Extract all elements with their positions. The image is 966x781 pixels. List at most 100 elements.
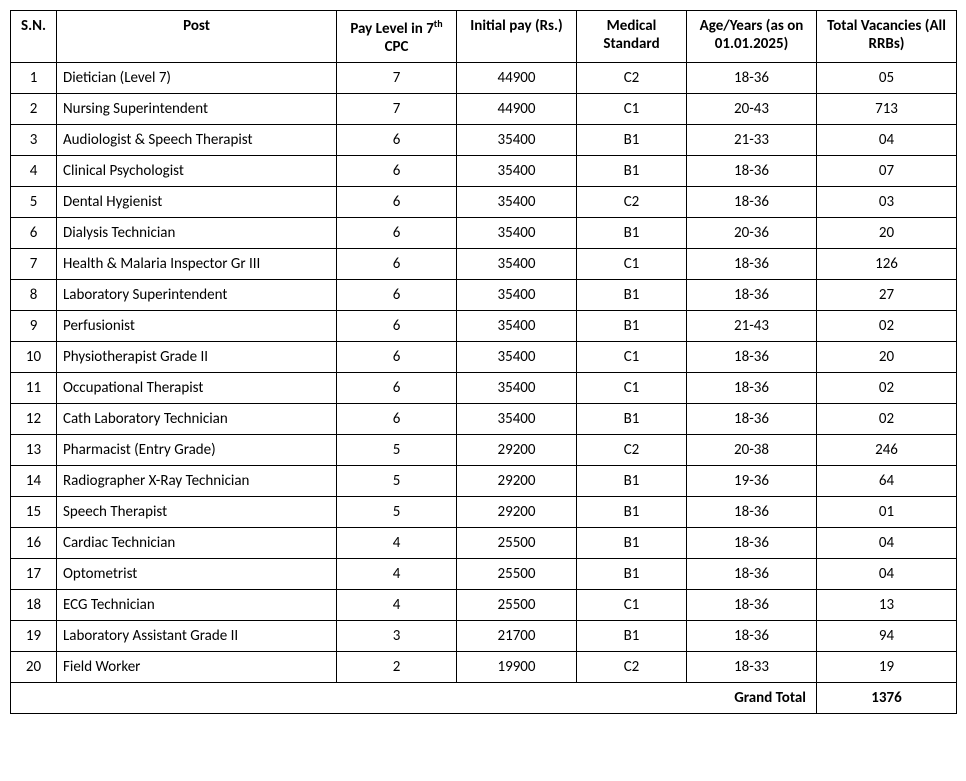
cell-sn: 15 — [11, 497, 57, 528]
cell-vac: 04 — [817, 528, 957, 559]
cell-sn: 19 — [11, 621, 57, 652]
cell-vac: 19 — [817, 652, 957, 683]
cell-init: 44900 — [457, 94, 577, 125]
cell-sn: 11 — [11, 373, 57, 404]
cell-init: 35400 — [457, 187, 577, 218]
table-row: 19Laboratory Assistant Grade II321700B11… — [11, 621, 957, 652]
cell-sn: 1 — [11, 63, 57, 94]
table-row: 14Radiographer X-Ray Technician529200B11… — [11, 466, 957, 497]
cell-init: 21700 — [457, 621, 577, 652]
col-post: Post — [57, 11, 337, 63]
cell-post: Cardiac Technician — [57, 528, 337, 559]
cell-init: 29200 — [457, 466, 577, 497]
cell-age: 18-36 — [687, 373, 817, 404]
cell-sn: 12 — [11, 404, 57, 435]
cell-post: Radiographer X-Ray Technician — [57, 466, 337, 497]
grand-total-row: Grand Total 1376 — [11, 683, 957, 714]
cell-age: 18-36 — [687, 404, 817, 435]
cell-age: 20-43 — [687, 94, 817, 125]
cell-med: B1 — [577, 311, 687, 342]
cell-age: 18-36 — [687, 497, 817, 528]
cell-med: B1 — [577, 497, 687, 528]
table-body: 1Dietician (Level 7)744900C218-36052Nurs… — [11, 63, 957, 683]
cell-pay: 6 — [337, 156, 457, 187]
col-initial-pay: Initial pay (Rs.) — [457, 11, 577, 63]
cell-vac: 01 — [817, 497, 957, 528]
cell-sn: 17 — [11, 559, 57, 590]
cell-pay: 4 — [337, 559, 457, 590]
grand-total-value: 1376 — [817, 683, 957, 714]
cell-post: Laboratory Assistant Grade II — [57, 621, 337, 652]
cell-pay: 6 — [337, 218, 457, 249]
cell-init: 35400 — [457, 373, 577, 404]
cell-age: 18-36 — [687, 559, 817, 590]
cell-vac: 02 — [817, 404, 957, 435]
col-sn: S.N. — [11, 11, 57, 63]
cell-vac: 713 — [817, 94, 957, 125]
cell-post: Occupational Therapist — [57, 373, 337, 404]
table-row: 4Clinical Psychologist635400B118-3607 — [11, 156, 957, 187]
cell-init: 35400 — [457, 404, 577, 435]
cell-init: 35400 — [457, 156, 577, 187]
cell-age: 18-36 — [687, 187, 817, 218]
pay-level-pre: Pay Level in 7 — [350, 20, 433, 38]
cell-age: 18-36 — [687, 621, 817, 652]
cell-post: Pharmacist (Entry Grade) — [57, 435, 337, 466]
cell-post: Nursing Superintendent — [57, 94, 337, 125]
col-vacancies: Total Vacancies (All RRBs) — [817, 11, 957, 63]
cell-med: B1 — [577, 621, 687, 652]
table-row: 3Audiologist & Speech Therapist635400B12… — [11, 125, 957, 156]
cell-med: C1 — [577, 590, 687, 621]
cell-med: B1 — [577, 559, 687, 590]
cell-med: C1 — [577, 249, 687, 280]
cell-age: 18-36 — [687, 528, 817, 559]
cell-vac: 13 — [817, 590, 957, 621]
table-row: 1Dietician (Level 7)744900C218-3605 — [11, 63, 957, 94]
cell-pay: 7 — [337, 63, 457, 94]
col-medical: Medical Standard — [577, 11, 687, 63]
cell-vac: 02 — [817, 373, 957, 404]
cell-pay: 6 — [337, 187, 457, 218]
cell-vac: 246 — [817, 435, 957, 466]
cell-sn: 2 — [11, 94, 57, 125]
cell-sn: 13 — [11, 435, 57, 466]
cell-sn: 16 — [11, 528, 57, 559]
cell-post: Health & Malaria Inspector Gr III — [57, 249, 337, 280]
table-row: 12Cath Laboratory Technician635400B118-3… — [11, 404, 957, 435]
cell-age: 18-36 — [687, 249, 817, 280]
cell-pay: 5 — [337, 435, 457, 466]
table-row: 10Physiotherapist Grade II635400C118-362… — [11, 342, 957, 373]
cell-init: 35400 — [457, 125, 577, 156]
cell-pay: 4 — [337, 528, 457, 559]
cell-post: Audiologist & Speech Therapist — [57, 125, 337, 156]
col-age: Age/Years (as on 01.01.2025) — [687, 11, 817, 63]
cell-init: 35400 — [457, 249, 577, 280]
cell-post: Dietician (Level 7) — [57, 63, 337, 94]
cell-pay: 6 — [337, 373, 457, 404]
table-row: 2Nursing Superintendent744900C120-43713 — [11, 94, 957, 125]
cell-post: Cath Laboratory Technician — [57, 404, 337, 435]
cell-vac: 126 — [817, 249, 957, 280]
cell-post: ECG Technician — [57, 590, 337, 621]
cell-age: 21-43 — [687, 311, 817, 342]
cell-sn: 9 — [11, 311, 57, 342]
cell-vac: 20 — [817, 342, 957, 373]
cell-init: 25500 — [457, 559, 577, 590]
cell-pay: 5 — [337, 466, 457, 497]
cell-pay: 6 — [337, 404, 457, 435]
table-row: 11Occupational Therapist635400C118-3602 — [11, 373, 957, 404]
cell-vac: 03 — [817, 187, 957, 218]
cell-med: C2 — [577, 435, 687, 466]
cell-init: 35400 — [457, 311, 577, 342]
cell-med: B1 — [577, 280, 687, 311]
cell-sn: 4 — [11, 156, 57, 187]
table-row: 20Field Worker219900C218-3319 — [11, 652, 957, 683]
cell-post: Speech Therapist — [57, 497, 337, 528]
cell-sn: 10 — [11, 342, 57, 373]
cell-pay: 7 — [337, 94, 457, 125]
cell-sn: 6 — [11, 218, 57, 249]
cell-age: 21-33 — [687, 125, 817, 156]
table-row: 18ECG Technician425500C118-3613 — [11, 590, 957, 621]
table-row: 17Optometrist425500B118-3604 — [11, 559, 957, 590]
vacancy-table: S.N. Post Pay Level in 7th CPC Initial p… — [10, 10, 957, 714]
